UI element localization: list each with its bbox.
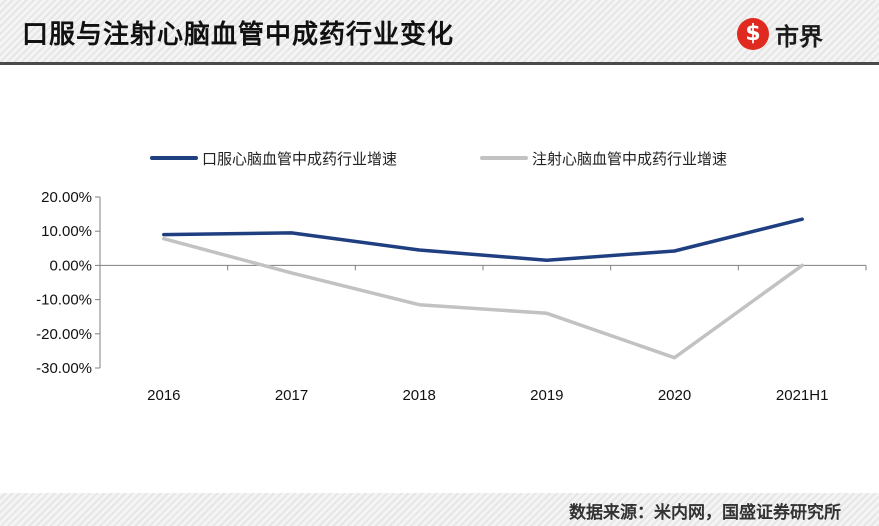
brand-logo: $ 市界: [737, 16, 823, 52]
legend-label: 口服心脑血管中成药行业增速: [202, 150, 397, 168]
chart-legend: 口服心脑血管中成药行业增速 注射心脑血管中成药行业增速: [150, 150, 727, 168]
x-tick-label: 2019: [530, 387, 563, 404]
series-line-injection: [162, 236, 804, 360]
series-group: [162, 217, 804, 360]
legend-label: 注射心脑血管中成药行业增速: [532, 150, 727, 168]
y-axis: 20.00% 10.00% 0.00% -10.00% -20.00% -30.00%: [36, 189, 101, 377]
y-tick-label: 10.00%: [41, 223, 92, 240]
series-line-oral: [162, 217, 804, 263]
footer-band: [0, 493, 879, 526]
line-chart: 口服心脑血管中成药行业增速 注射心脑血管中成药行业增速 20.00% 10.00% 0…: [36, 150, 867, 404]
shijie-logo-icon: $: [737, 18, 769, 50]
x-tick-label: 2018: [402, 387, 435, 404]
x-tick-label: 2021H1: [776, 387, 829, 404]
x-axis: 2016 2017 2018 2019 2020 2021H1: [99, 264, 867, 404]
x-tick-label: 2017: [275, 387, 308, 404]
y-tick-label: 20.00%: [41, 189, 92, 206]
x-tick-label: 2016: [147, 387, 180, 404]
logo-glyph: $: [745, 21, 761, 46]
header-band: [0, 0, 879, 62]
y-tick-label: -10.00%: [36, 292, 92, 309]
logo-text: 市界: [775, 22, 823, 51]
header-divider: [0, 62, 879, 65]
page-title: 口服与注射心脑血管中成药行业变化: [22, 20, 455, 50]
data-source-note: 数据来源：米内网，国盛证券研究所: [569, 503, 841, 523]
y-tick-label: -30.00%: [36, 360, 92, 377]
y-tick-label: -20.00%: [36, 326, 92, 343]
y-tick-label: 0.00%: [49, 257, 92, 274]
x-tick-label: 2020: [658, 387, 691, 404]
